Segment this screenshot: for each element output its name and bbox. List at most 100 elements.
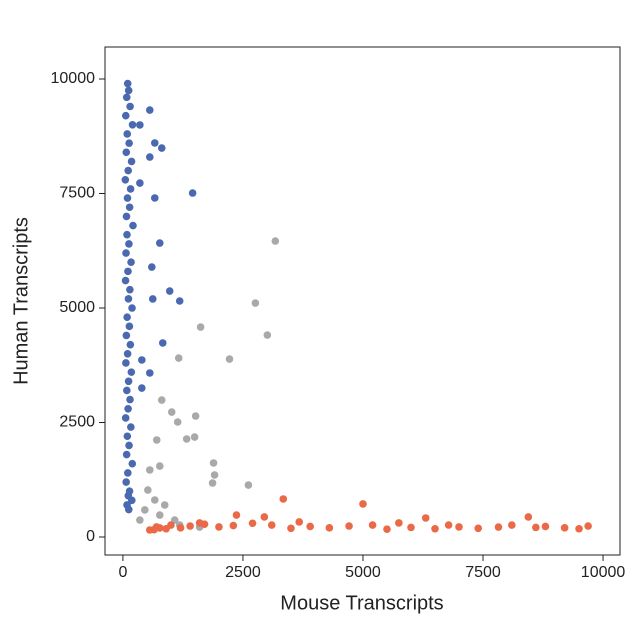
point [125, 441, 133, 450]
point [136, 516, 144, 524]
point [444, 521, 453, 529]
point [494, 523, 503, 531]
point [421, 514, 430, 522]
point [188, 189, 197, 197]
point [122, 450, 131, 459]
y-tick-label: 0 [86, 528, 95, 545]
point [157, 144, 166, 152]
point [124, 377, 133, 386]
point [584, 522, 592, 530]
point [152, 436, 161, 444]
point [383, 525, 391, 534]
point [263, 331, 272, 339]
point [150, 194, 159, 202]
point [271, 237, 280, 245]
point [129, 221, 137, 230]
point [225, 355, 234, 363]
point [524, 513, 533, 521]
point [575, 524, 583, 533]
point [126, 340, 135, 349]
point [157, 396, 166, 404]
point [162, 524, 170, 533]
point [123, 432, 132, 441]
point [306, 522, 314, 531]
point [215, 523, 223, 531]
x-tick-label: 2500 [225, 564, 261, 581]
point [121, 414, 130, 422]
point [124, 86, 133, 95]
point [232, 511, 241, 519]
point [191, 412, 200, 420]
y-tick-label: 2500 [59, 414, 95, 431]
point [123, 194, 132, 202]
point [295, 518, 304, 526]
point [150, 139, 159, 147]
point [123, 79, 132, 88]
point [126, 102, 134, 111]
point [121, 276, 130, 285]
point [176, 524, 185, 532]
x-tick-label: 7500 [465, 564, 501, 581]
point [123, 130, 132, 138]
point [127, 368, 136, 376]
point [124, 404, 132, 413]
point [136, 121, 144, 129]
point [144, 486, 152, 494]
point [560, 524, 569, 532]
point [123, 230, 131, 239]
point [138, 384, 146, 392]
point [122, 478, 130, 486]
point [126, 185, 135, 193]
point [125, 322, 134, 331]
point [124, 469, 132, 477]
point [173, 418, 182, 426]
point [229, 521, 238, 530]
point [532, 523, 540, 532]
x-tick-label: 5000 [345, 564, 381, 581]
y-tick-label: 10000 [51, 70, 96, 87]
point [474, 524, 483, 533]
point [136, 179, 144, 187]
point [148, 263, 156, 271]
point [155, 511, 164, 519]
point [155, 462, 164, 470]
point [208, 479, 217, 487]
point [122, 331, 131, 340]
point [138, 356, 146, 364]
point [359, 500, 367, 508]
point [122, 249, 130, 257]
point [125, 139, 133, 147]
point [244, 481, 253, 489]
point [158, 339, 167, 347]
point [325, 524, 334, 532]
point [127, 496, 136, 505]
point [128, 459, 137, 468]
point [128, 304, 136, 312]
point [368, 521, 377, 529]
point [150, 525, 158, 534]
point [150, 496, 159, 504]
x-tick-label: 0 [118, 564, 127, 581]
point [407, 523, 415, 532]
point [160, 501, 169, 509]
y-axis-title: Human Transcripts [10, 217, 32, 385]
point [431, 524, 439, 533]
point [155, 239, 164, 247]
point [508, 521, 516, 529]
point [122, 148, 131, 157]
point [121, 175, 130, 184]
x-tick-label: 10000 [581, 564, 626, 581]
point [124, 295, 133, 303]
point [123, 350, 132, 358]
point [126, 285, 134, 294]
y-tick-label: 5000 [59, 299, 95, 316]
point [190, 433, 199, 441]
point [260, 513, 269, 521]
point [145, 106, 154, 114]
point [125, 203, 134, 212]
point [174, 354, 183, 362]
point [210, 471, 219, 479]
point [127, 157, 136, 166]
point [345, 522, 353, 530]
